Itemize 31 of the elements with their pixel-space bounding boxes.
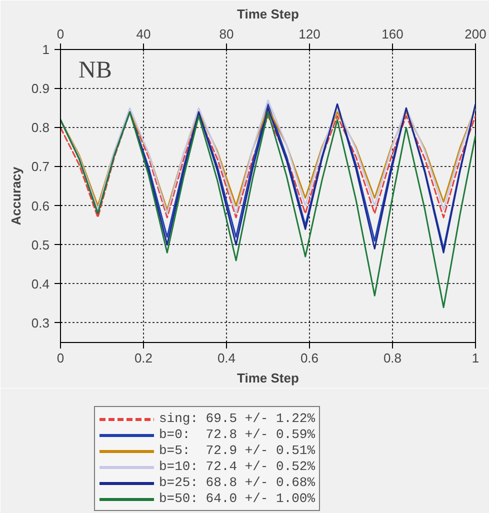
x2-axis-title: Time Step xyxy=(237,6,300,22)
y-tick-label: 1 xyxy=(42,42,50,57)
legend-label: b=25: 68.8 +/- 0.68% xyxy=(159,475,316,490)
x2-tick-label: 0 xyxy=(56,26,64,42)
y-tick-label: 0.5 xyxy=(31,237,50,252)
x2-tick-label: 200 xyxy=(464,26,486,42)
x-tick-label: 1 xyxy=(472,350,480,366)
y-tick-label: 0.6 xyxy=(31,198,50,214)
x2-tick-label: 160 xyxy=(382,26,404,42)
x2-tick-label: 40 xyxy=(136,26,151,42)
x-axis-title: Time Step xyxy=(237,370,300,386)
annotation: NB xyxy=(78,58,112,84)
x2-tick-label: 80 xyxy=(219,26,234,42)
y-tick-label: 0.4 xyxy=(31,276,50,292)
x-tick-label: 0.6 xyxy=(300,350,319,366)
x-tick-label: 0 xyxy=(56,350,64,366)
x-tick-label: 0.2 xyxy=(134,350,153,366)
x-tick-label: 0.4 xyxy=(217,350,236,366)
x-tick-label: 0.8 xyxy=(383,350,402,366)
y-tick-label: 0.9 xyxy=(31,81,50,96)
legend-label: b=0: 72.8 +/- 0.59% xyxy=(159,427,316,442)
y-tick-label: 0.8 xyxy=(31,120,50,136)
y-tick-label: 0.3 xyxy=(31,315,50,330)
legend-label: sing: 69.5 +/- 1.22% xyxy=(159,411,316,426)
y-tick-label: 0.7 xyxy=(31,159,50,174)
legend-label: b=5: 72.9 +/- 0.51% xyxy=(159,443,316,458)
y-axis-title: Accuracy xyxy=(8,166,24,226)
legend-label: b=50: 64.0 +/- 1.00% xyxy=(159,491,316,506)
line-series xyxy=(60,111,476,308)
legend-label: b=10: 72.4 +/- 0.52% xyxy=(159,459,316,474)
x2-tick-label: 120 xyxy=(298,26,320,42)
